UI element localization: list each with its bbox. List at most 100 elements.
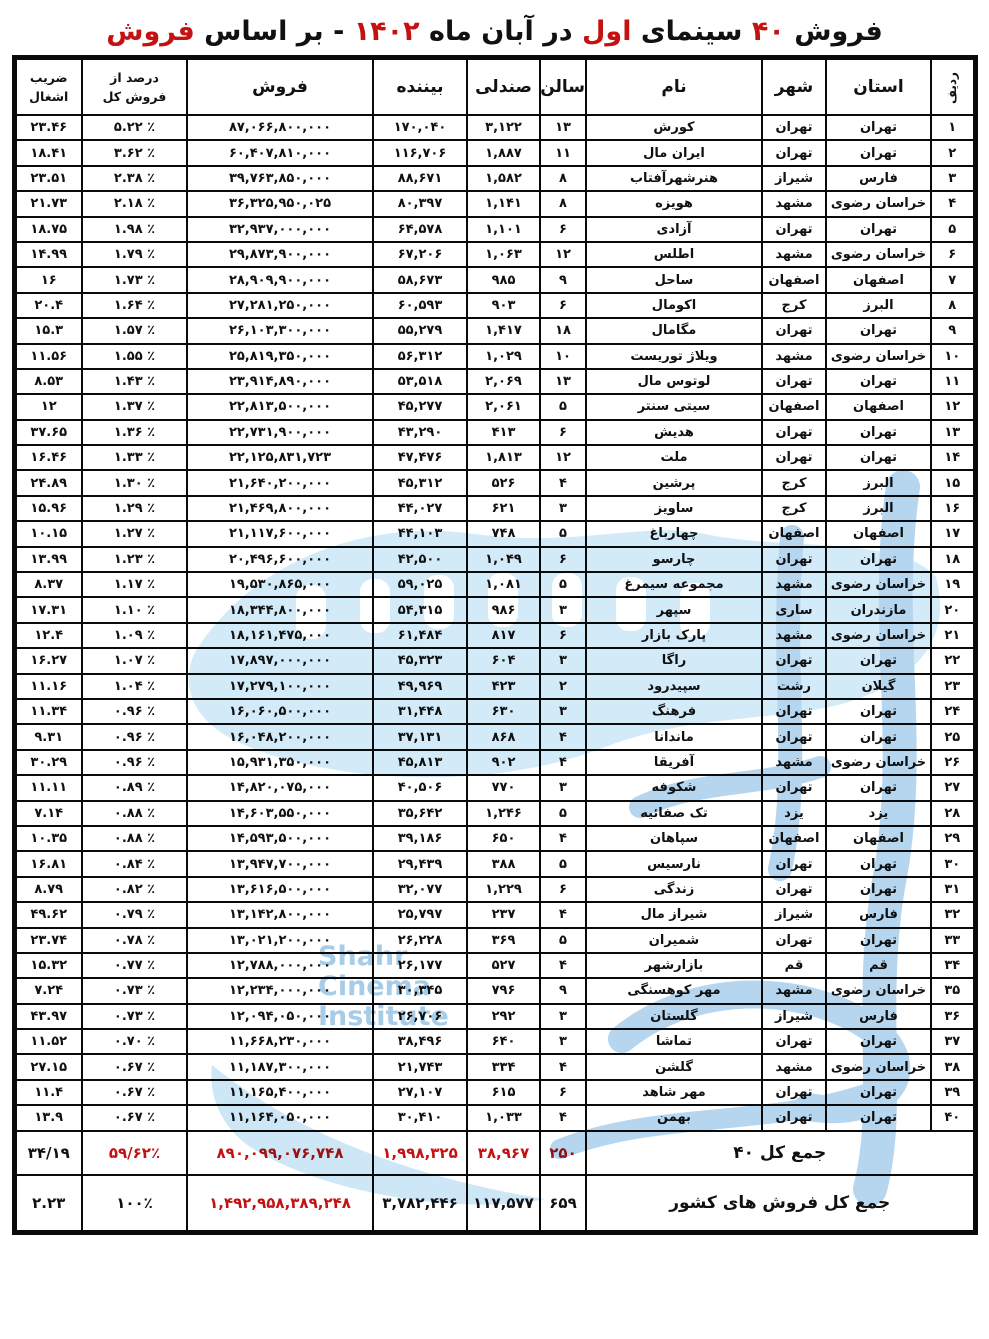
table-row: ۳۰ تهران تهران نارسیس ۵ ۳۸۸ ۲۹,۴۳۹ ۱۳,۹۴… (13, 850, 976, 878)
cell-city: مشهد (761, 190, 827, 218)
table-row: ۱۳ تهران تهران هدیش ۶ ۴۱۳ ۴۳,۲۹۰ ۲۲,۷۳۱,… (13, 418, 976, 447)
table-row: ۲۶ خراسان رضوی مشهد آفریقا ۴ ۹۰۲ ۴۵,۸۱۳ … (13, 748, 976, 777)
cell-seats: ۲,۰۶۱ (466, 393, 541, 421)
table-row: ۲۷ تهران تهران شکوفه ۳ ۷۷۰ ۴۰,۵۰۶ ۱۴,۸۲۰… (13, 774, 976, 802)
cell-rank: ۱۴ (930, 444, 976, 472)
cell-seats: ۶۰۴ (466, 647, 541, 675)
cell-city: تهران (761, 647, 827, 675)
cell-seats: ۱,۱۰۱ (466, 215, 541, 243)
cell-percent: ۰.۶۷ ٪ (81, 1078, 188, 1107)
cell-halls: ۳ (539, 494, 587, 523)
cell-halls: ۵ (539, 393, 587, 421)
cell-percent: ۰.۸۲ ٪ (81, 875, 188, 904)
cell-sales: ۱۸,۳۴۴,۸۰۰,۰۰۰ (186, 596, 374, 624)
cell-percent: ۰.۷۳ ٪ (81, 1002, 188, 1031)
cell-seats: ۶۴۰ (466, 1028, 541, 1056)
cell-sales: ۱۳,۰۲۱,۲۰۰,۰۰۰ (186, 926, 374, 954)
cell-city: کرج (761, 469, 827, 497)
cell-name: هنرشهرآفتاب (585, 164, 763, 193)
cell-sales: ۱۱,۱۶۴,۰۵۰,۰۰۰ (186, 1104, 374, 1132)
cell-rank: ۱ (930, 113, 976, 142)
cell-halls: ۵ (539, 571, 587, 599)
cell-percent: ۱.۳۳ ٪ (81, 444, 188, 472)
cell-sales: ۱۹,۵۳۰,۸۶۵,۰۰۰ (186, 571, 374, 599)
cell-rank: ۳۰ (930, 850, 976, 878)
title-segment: سینمای (631, 16, 752, 47)
title-segment: در آبان ماه (419, 16, 582, 47)
cell-city: مشهد (761, 1053, 827, 1081)
cell-occupancy: ۱۶ (13, 266, 83, 294)
cell-viewers: ۱۷۰,۰۴۰ (372, 113, 468, 142)
table-row: ۱۹ خراسان رضوی مشهد مجموعه سیمرغ ۵ ۱,۰۸۱… (13, 571, 976, 599)
cell-viewers: ۴۳,۲۹۰ (372, 418, 468, 447)
cell-percent: ۱.۲۹ ٪ (81, 494, 188, 523)
country-total-occupancy: ۲.۲۳ (13, 1173, 83, 1234)
cell-city: اصفهان (761, 266, 827, 294)
cell-seats: ۱,۰۴۹ (466, 545, 541, 574)
table-row: ۳۷ تهران تهران تماشا ۳ ۶۴۰ ۳۸,۴۹۶ ۱۱,۶۶۸… (13, 1028, 976, 1056)
col-header-sales: فروش (186, 56, 374, 116)
cell-name: ویلاژ توریست (585, 342, 763, 370)
cell-name: سپهر (585, 596, 763, 624)
col-header-province: استان (825, 56, 932, 116)
table-row: ۲۳ گیلان رشت سپیدرود ۲ ۴۲۳ ۴۹,۹۶۹ ۱۷,۲۷۹… (13, 672, 976, 700)
cell-sales: ۲۳,۹۱۴,۸۹۰,۰۰۰ (186, 367, 374, 396)
country-total-label: جمع کل فروش های کشور (585, 1173, 976, 1234)
cell-viewers: ۲۶,۷۰۶ (372, 1002, 468, 1031)
cell-viewers: ۵۹,۰۲۵ (372, 571, 468, 599)
cell-sales: ۱۲,۰۹۴,۰۵۰,۰۰۰ (186, 1002, 374, 1031)
cell-rank: ۳۵ (930, 977, 976, 1005)
cell-occupancy: ۱۶.۴۶ (13, 444, 83, 472)
cell-rank: ۲۰ (930, 596, 976, 624)
cell-name: گلستان (585, 1002, 763, 1031)
table-row: ۲۴ تهران تهران فرهنگ ۳ ۶۳۰ ۳۱,۴۴۸ ۱۶,۰۶۰… (13, 697, 976, 726)
cell-name: آزادی (585, 215, 763, 243)
cell-province: تهران (825, 113, 932, 142)
cell-viewers: ۲۵,۷۹۷ (372, 901, 468, 929)
cell-province: مازندران (825, 596, 932, 624)
cell-halls: ۶ (539, 291, 587, 320)
cell-city: مشهد (761, 342, 827, 370)
cell-occupancy: ۳۰.۲۹ (13, 748, 83, 777)
cell-percent: ۱.۳۰ ٪ (81, 469, 188, 497)
cell-occupancy: ۲۱.۷۳ (13, 190, 83, 218)
cell-halls: ۶ (539, 875, 587, 904)
cell-percent: ۱.۱۰ ٪ (81, 596, 188, 624)
cell-occupancy: ۱۲.۴ (13, 621, 83, 650)
cell-halls: ۶ (539, 621, 587, 650)
cell-name: راگا (585, 647, 763, 675)
cell-viewers: ۲۹,۴۳۹ (372, 850, 468, 878)
cell-province: خراسان رضوی (825, 621, 932, 650)
cell-percent: ۱.۳۶ ٪ (81, 418, 188, 447)
cell-percent: ۰.۷۸ ٪ (81, 926, 188, 954)
cell-rank: ۲۹ (930, 824, 976, 853)
cell-viewers: ۳۷,۱۳۱ (372, 723, 468, 751)
cell-halls: ۶ (539, 418, 587, 447)
cell-viewers: ۴۵,۳۲۳ (372, 647, 468, 675)
cell-seats: ۵۲۶ (466, 469, 541, 497)
cell-name: چهارباغ (585, 520, 763, 548)
cell-rank: ۳۲ (930, 901, 976, 929)
cell-province: اصفهان (825, 520, 932, 548)
cell-name: آفریقا (585, 748, 763, 777)
cell-halls: ۴ (539, 951, 587, 980)
title-segment-red: ۴۰ (751, 16, 785, 47)
cell-percent: ۰.۸۹ ٪ (81, 774, 188, 802)
cell-seats: ۸۱۷ (466, 621, 541, 650)
cell-name: بهمن (585, 1104, 763, 1132)
cell-seats: ۱,۰۶۳ (466, 240, 541, 269)
cell-province: تهران (825, 723, 932, 751)
cell-seats: ۱,۰۸۱ (466, 571, 541, 599)
cell-sales: ۱۴,۸۲۰,۰۷۵,۰۰۰ (186, 774, 374, 802)
cell-rank: ۳۴ (930, 951, 976, 980)
cell-rank: ۳۸ (930, 1053, 976, 1081)
table-row: ۱۲ اصفهان اصفهان سیتی سنتر ۵ ۲,۰۶۱ ۴۵,۲۷… (13, 393, 976, 421)
cell-occupancy: ۱۶.۲۷ (13, 647, 83, 675)
cell-province: تهران (825, 1028, 932, 1056)
cell-viewers: ۳۸,۴۹۶ (372, 1028, 468, 1056)
cell-rank: ۲۴ (930, 697, 976, 726)
cell-occupancy: ۴۹.۶۲ (13, 901, 83, 929)
cell-halls: ۵ (539, 520, 587, 548)
cell-halls: ۶ (539, 545, 587, 574)
cell-rank: ۱۵ (930, 469, 976, 497)
